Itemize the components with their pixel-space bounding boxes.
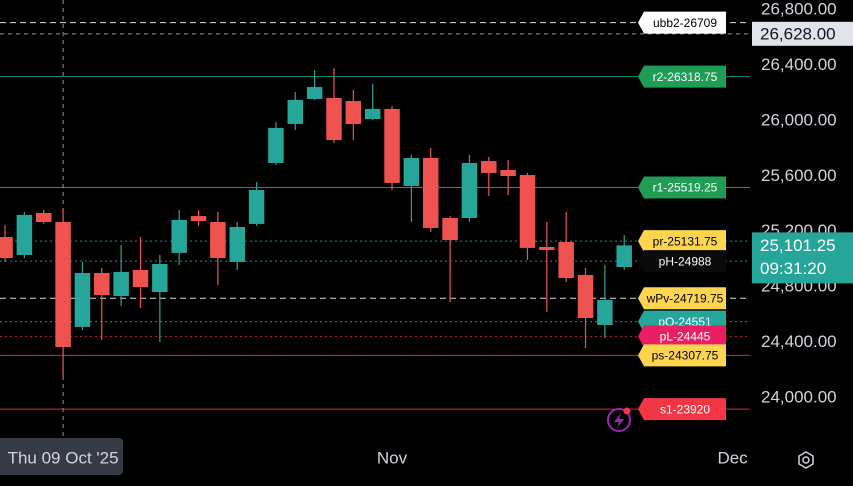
level-label-box xyxy=(638,230,726,253)
alert-icon[interactable] xyxy=(607,407,631,432)
level-label: ubb2-26709 xyxy=(638,11,726,34)
candle-body xyxy=(35,213,52,223)
y-tick-label: 24,400.00 xyxy=(761,332,837,351)
candle-body xyxy=(268,127,284,163)
level-label-text: pH-24988 xyxy=(659,254,712,268)
level-label-text: ubb2-26709 xyxy=(653,16,717,30)
candle-body xyxy=(248,189,265,224)
level-label-text: pL-24445 xyxy=(660,330,711,344)
x-tick-label: Nov xyxy=(377,448,408,467)
candle-body xyxy=(519,175,536,248)
candle-body xyxy=(616,245,632,268)
candle-body xyxy=(364,108,381,120)
y-tick-label: 26,800.00 xyxy=(761,0,837,18)
y-tick-label: 24,000.00 xyxy=(761,387,837,406)
y-tick-label: 26,000.00 xyxy=(761,110,837,129)
level-label-box xyxy=(638,398,726,421)
level-label-box xyxy=(638,11,726,34)
candle-body xyxy=(132,269,149,288)
level-label-box xyxy=(638,344,726,367)
candle-body xyxy=(16,214,33,255)
level-label-text: r2-26318.75 xyxy=(653,70,718,84)
plot-area xyxy=(0,0,750,440)
candle-body xyxy=(0,236,13,259)
level-label-box xyxy=(638,176,726,199)
candle-body xyxy=(210,222,226,259)
candle-body xyxy=(442,217,458,241)
level-label-text: ps-24307.75 xyxy=(652,349,719,363)
candle-body xyxy=(539,246,555,251)
candle-body xyxy=(326,97,342,140)
candle-body xyxy=(306,87,323,99)
candle-body xyxy=(345,101,362,125)
level-label-box xyxy=(638,250,726,273)
y-tick-label: 26,400.00 xyxy=(761,55,837,74)
level-label-box xyxy=(638,287,726,310)
candle-body xyxy=(500,170,516,176)
candle-body xyxy=(403,157,420,186)
last-price-box xyxy=(752,232,853,284)
level-label-text: wPv-24719.75 xyxy=(646,291,724,305)
candle-body xyxy=(152,264,168,292)
crosshair-date-box xyxy=(0,438,123,475)
settings-icon[interactable] xyxy=(798,451,814,469)
level-label-box xyxy=(638,65,726,88)
level-label-text: pO-24551 xyxy=(658,315,712,329)
candle-body xyxy=(597,300,613,325)
candle-body xyxy=(55,222,71,348)
candle-body xyxy=(190,216,207,222)
candle-body xyxy=(171,219,187,253)
crosshair-date-label: Thu 09 Oct '25 xyxy=(8,448,119,467)
level-label: s1-23920 xyxy=(638,398,726,421)
y-tick-label: 25,600.00 xyxy=(761,166,837,185)
candle-body xyxy=(94,273,110,296)
level-label-text: r1-25519.25 xyxy=(653,181,718,195)
level-label: r1-25519.25 xyxy=(638,176,726,199)
level-label: r2-26318.75 xyxy=(638,65,726,88)
candle-body xyxy=(384,108,400,183)
level-label: wPv-24719.75 xyxy=(638,287,726,310)
candle-body xyxy=(287,99,304,125)
level-label-text: s1-23920 xyxy=(660,402,710,416)
crosshair-price-label: 26,628.00 xyxy=(760,24,836,43)
countdown-label: 09:31:20 xyxy=(760,259,826,278)
candle-body xyxy=(481,161,497,173)
level-label: pL-24445 xyxy=(638,325,726,348)
level-label: ps-24307.75 xyxy=(638,344,726,367)
candle-body xyxy=(558,241,574,278)
candle-body xyxy=(461,162,478,218)
level-label-box xyxy=(638,325,726,348)
crosshair-price-box xyxy=(752,21,853,46)
candle-body xyxy=(74,273,91,327)
candle-body xyxy=(113,272,129,297)
level-label: pH-24988 xyxy=(638,250,726,273)
candle-body xyxy=(422,157,439,228)
last-price-label: 25,101.25 xyxy=(760,236,836,255)
candle-body xyxy=(577,274,594,319)
level-label-text: pr-25131.75 xyxy=(653,234,718,248)
axes: 24,000.0024,400.0024,800.0025,200.0025,6… xyxy=(377,0,853,467)
x-tick-label: Dec xyxy=(717,448,748,467)
level-label: pr-25131.75 xyxy=(638,230,726,253)
candle-body xyxy=(229,226,245,262)
